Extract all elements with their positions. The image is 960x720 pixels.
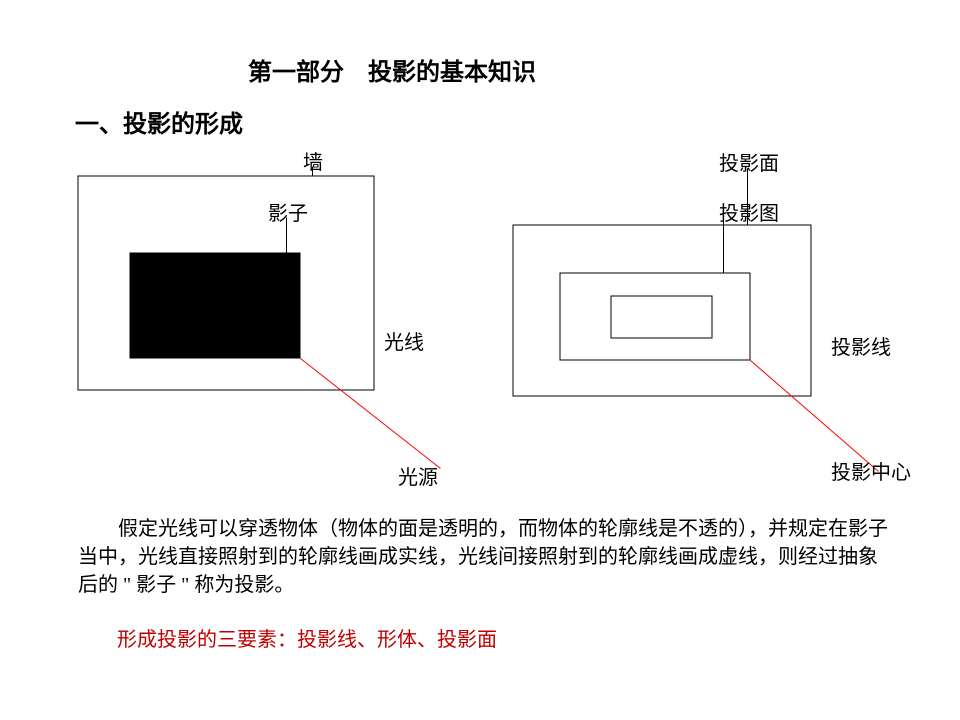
label-proj: 投影图 xyxy=(719,197,779,226)
right-plane xyxy=(513,225,811,396)
right-inner-proj xyxy=(611,296,712,338)
label-plane: 投影面 xyxy=(719,147,779,176)
left-ray xyxy=(301,359,441,469)
explanation-paragraph: 假定光线可以穿透物体（物体的面是透明的，而物体的轮廓线是不透的），并规定在影子当… xyxy=(78,515,888,599)
label-source: 光源 xyxy=(398,461,438,490)
summary-line: 形成投影的三要素：投影线、形体、投影面 xyxy=(117,623,497,652)
label-center: 投影中心 xyxy=(831,456,911,485)
right-ray xyxy=(751,361,879,472)
label-projline: 投影线 xyxy=(831,331,891,360)
label-ray: 光线 xyxy=(384,326,424,355)
label-shadow: 影子 xyxy=(268,197,308,226)
right-outer-proj xyxy=(560,273,750,360)
left-shadow xyxy=(130,253,300,358)
diagram-canvas xyxy=(0,0,960,720)
label-wall: 墙 xyxy=(303,146,323,175)
